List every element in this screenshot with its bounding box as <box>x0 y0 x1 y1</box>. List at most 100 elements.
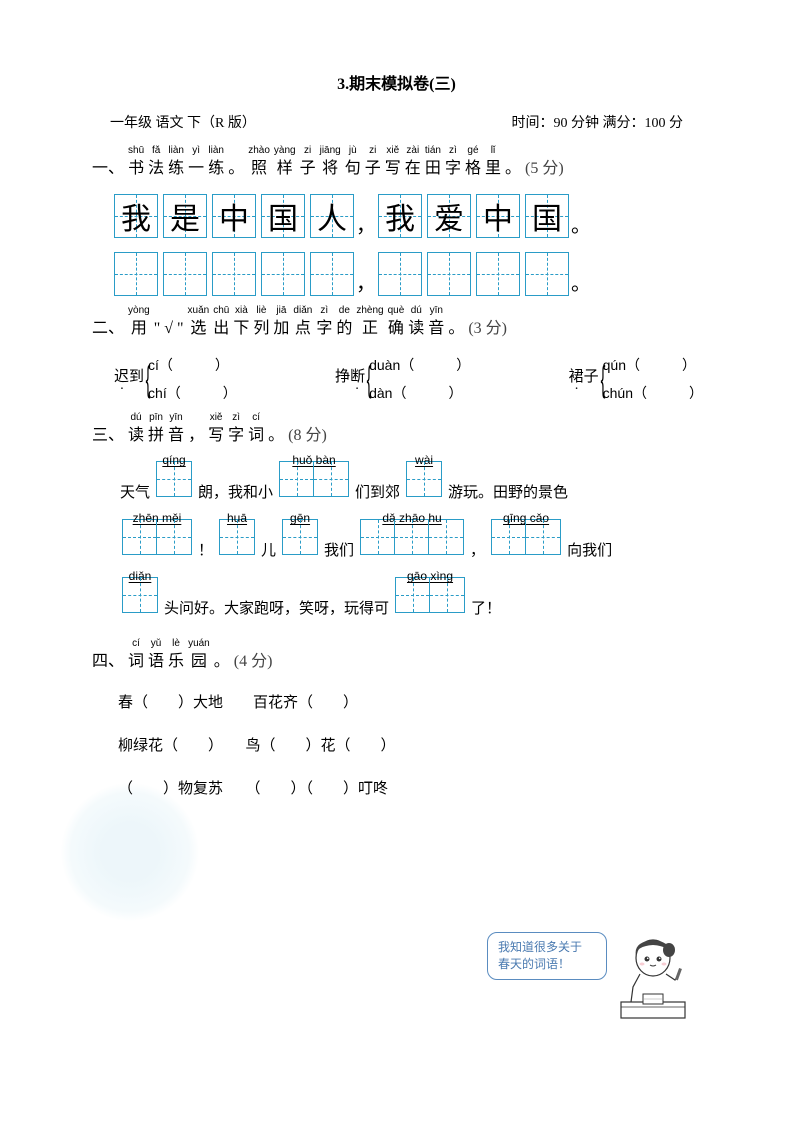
ruby-char: " <box>177 306 184 340</box>
girl-icon <box>613 932 693 1022</box>
ruby-char: 。 <box>214 639 230 673</box>
pinyin-option[interactable]: duàn（ ） <box>369 355 470 375</box>
q2-header: 二、yòng用 " √ "xuǎn选chū出xià下liè列jiā加diǎn点z… <box>90 306 703 340</box>
ruby-char: jù句 <box>345 146 361 180</box>
idiom-fill-row[interactable]: 春（ ）大地 百花齐（ ） <box>118 684 703 723</box>
q4-body[interactable]: 春（ ）大地 百花齐（ ） 柳绿花（ ） 鸟（ ）花（ ） （ ）物复苏 （ ）（ … <box>118 684 703 809</box>
ruby-char: cí词 <box>248 413 264 447</box>
ruby-char: zì字 <box>445 146 461 180</box>
tian-example-box: 人 <box>310 194 354 238</box>
ruby-char: √ <box>164 306 173 340</box>
ruby-char: cí词 <box>128 639 144 673</box>
pinyin-choice-group: 迟到· {cí（ ）chí（ ） <box>114 355 237 403</box>
tian-blank-box[interactable] <box>212 252 256 296</box>
q3-text: 我们 <box>324 531 354 571</box>
tian-example-box: 国 <box>525 194 569 238</box>
tian-example-box: 是 <box>163 194 207 238</box>
ruby-char: 。 <box>505 146 521 180</box>
punctuation: 。 <box>574 267 588 296</box>
ruby-char: xiě写 <box>385 146 401 180</box>
ruby-char: zì字 <box>228 413 244 447</box>
ruby-char: yuán园 <box>188 639 210 673</box>
tian-example-box: 我 <box>114 194 158 238</box>
q3-text: 了！ <box>471 589 501 629</box>
ruby-char: yì一 <box>188 146 204 180</box>
ruby-char: ， <box>188 413 204 447</box>
ruby-char: xiě写 <box>208 413 224 447</box>
tian-blank-box[interactable] <box>163 252 207 296</box>
ruby-char: gé格 <box>465 146 481 180</box>
pinyin-choice-group: 裙子· {qún（ ）chún（ ） <box>569 355 703 403</box>
ruby-char: 。 <box>228 146 244 180</box>
pinyin-option[interactable]: chí（ ） <box>148 383 237 403</box>
idiom-fill-row[interactable]: 柳绿花（ ） 鸟（ ）花（ ） <box>118 727 703 766</box>
punctuation: ， <box>359 209 373 238</box>
ruby-char: yīn音 <box>428 306 444 340</box>
time-score: 时间：90 分钟 满分：100 分 <box>512 112 684 132</box>
tian-blank-box[interactable] <box>427 252 471 296</box>
tian-input-group[interactable]: huā <box>217 519 257 571</box>
ruby-char: liè列 <box>253 306 269 340</box>
tian-blank-box[interactable] <box>378 252 422 296</box>
q1-header: 一、shū书fǎ法liàn练yì一liàn练 。zhào照yàng样zi子jiā… <box>90 146 703 180</box>
ruby-char: zi子 <box>300 146 316 180</box>
pinyin-option[interactable]: chún（ ） <box>603 383 703 403</box>
q3-text: 儿 <box>261 531 276 571</box>
q1-blank-row[interactable]: ，。 <box>114 252 703 296</box>
tian-blank-box[interactable] <box>476 252 520 296</box>
ruby-char: liàn练 <box>208 146 224 180</box>
ruby-char: zhào照 <box>248 146 270 180</box>
ruby-char: xuǎn选 <box>188 306 210 340</box>
ruby-char: dú读 <box>408 306 424 340</box>
ruby-char: xià下 <box>233 306 249 340</box>
q3-text: ， <box>470 531 485 571</box>
ruby-char: yīn音 <box>168 413 184 447</box>
ruby-char: jiāng将 <box>320 146 341 180</box>
ruby-char: yàng样 <box>274 146 296 180</box>
ruby-char: zi子 <box>365 146 381 180</box>
speech-bubble: 我知道很多关于 春天的词语！ <box>487 932 607 980</box>
ruby-char: dú读 <box>128 413 144 447</box>
pinyin-option[interactable]: cí（ ） <box>148 355 237 375</box>
ruby-char: " <box>154 306 161 340</box>
ruby-char: pīn拼 <box>148 413 164 447</box>
ruby-char: lǐ里 <box>485 146 501 180</box>
ruby-char: liàn练 <box>168 146 184 180</box>
tian-input-group[interactable]: gāo xìng <box>393 577 467 629</box>
q1-example-row: 我是中国人，我爱中国。 <box>114 194 703 238</box>
pinyin-choice-group: 挣断 ·{duàn（ ）dàn（ ） <box>335 355 470 403</box>
exam-subheader: 一年级 语文 下（R 版） 时间：90 分钟 满分：100 分 <box>90 112 703 132</box>
tian-blank-box[interactable] <box>114 252 158 296</box>
ruby-char: yǔ语 <box>148 639 164 673</box>
ruby-char: shū书 <box>128 146 144 180</box>
ruby-char: zài在 <box>405 146 421 180</box>
tian-blank-box[interactable] <box>310 252 354 296</box>
ruby-char: lè乐 <box>168 639 184 673</box>
girl-illustration: 我知道很多关于 春天的词语！ <box>487 932 693 1022</box>
tian-example-box: 爱 <box>427 194 471 238</box>
exam-title: 3.期末模拟卷(三) <box>90 70 703 94</box>
pinyin-option[interactable]: qún（ ） <box>603 355 703 375</box>
tian-example-box: 我 <box>378 194 422 238</box>
q3-header: 三、dú读pīn拼yīn音 ，xiě写zì字cí词 。 (8 分) <box>90 413 703 447</box>
q2-body: 迟到· {cí（ ）chí（ ）挣断 ·{duàn（ ）dàn（ ）裙子· {q… <box>114 355 703 403</box>
tian-blank-box[interactable] <box>525 252 569 296</box>
q3-body[interactable]: 天气qíng朗，我和小huǒ bàn们到郊wài游玩。田野的景色 zhēn mě… <box>118 461 703 629</box>
tian-example-box: 中 <box>476 194 520 238</box>
ruby-char: 。 <box>448 306 464 340</box>
tian-input-group[interactable]: diǎn <box>120 577 160 629</box>
ruby-char: diǎn点 <box>293 306 312 340</box>
ruby-char: zhèng正 <box>356 306 383 340</box>
tian-example-box: 中 <box>212 194 256 238</box>
tian-input-group[interactable]: gēn <box>280 519 320 571</box>
ruby-char: de的 <box>336 306 352 340</box>
tian-blank-box[interactable] <box>261 252 305 296</box>
q3-text: 头问好。大家跑呀，笑呀，玩得可 <box>164 589 389 629</box>
pinyin-option[interactable]: dàn（ ） <box>369 383 470 403</box>
ruby-char: tián田 <box>425 146 441 180</box>
idiom-fill-row[interactable]: （ ）物复苏 （ ）（ ）叮咚 <box>118 770 703 809</box>
tian-input-group[interactable]: qīng cǎo <box>489 519 563 571</box>
q3-text: 向我们 <box>567 531 612 571</box>
ruby-char: jiā加 <box>273 306 289 340</box>
punctuation: 。 <box>574 209 588 238</box>
